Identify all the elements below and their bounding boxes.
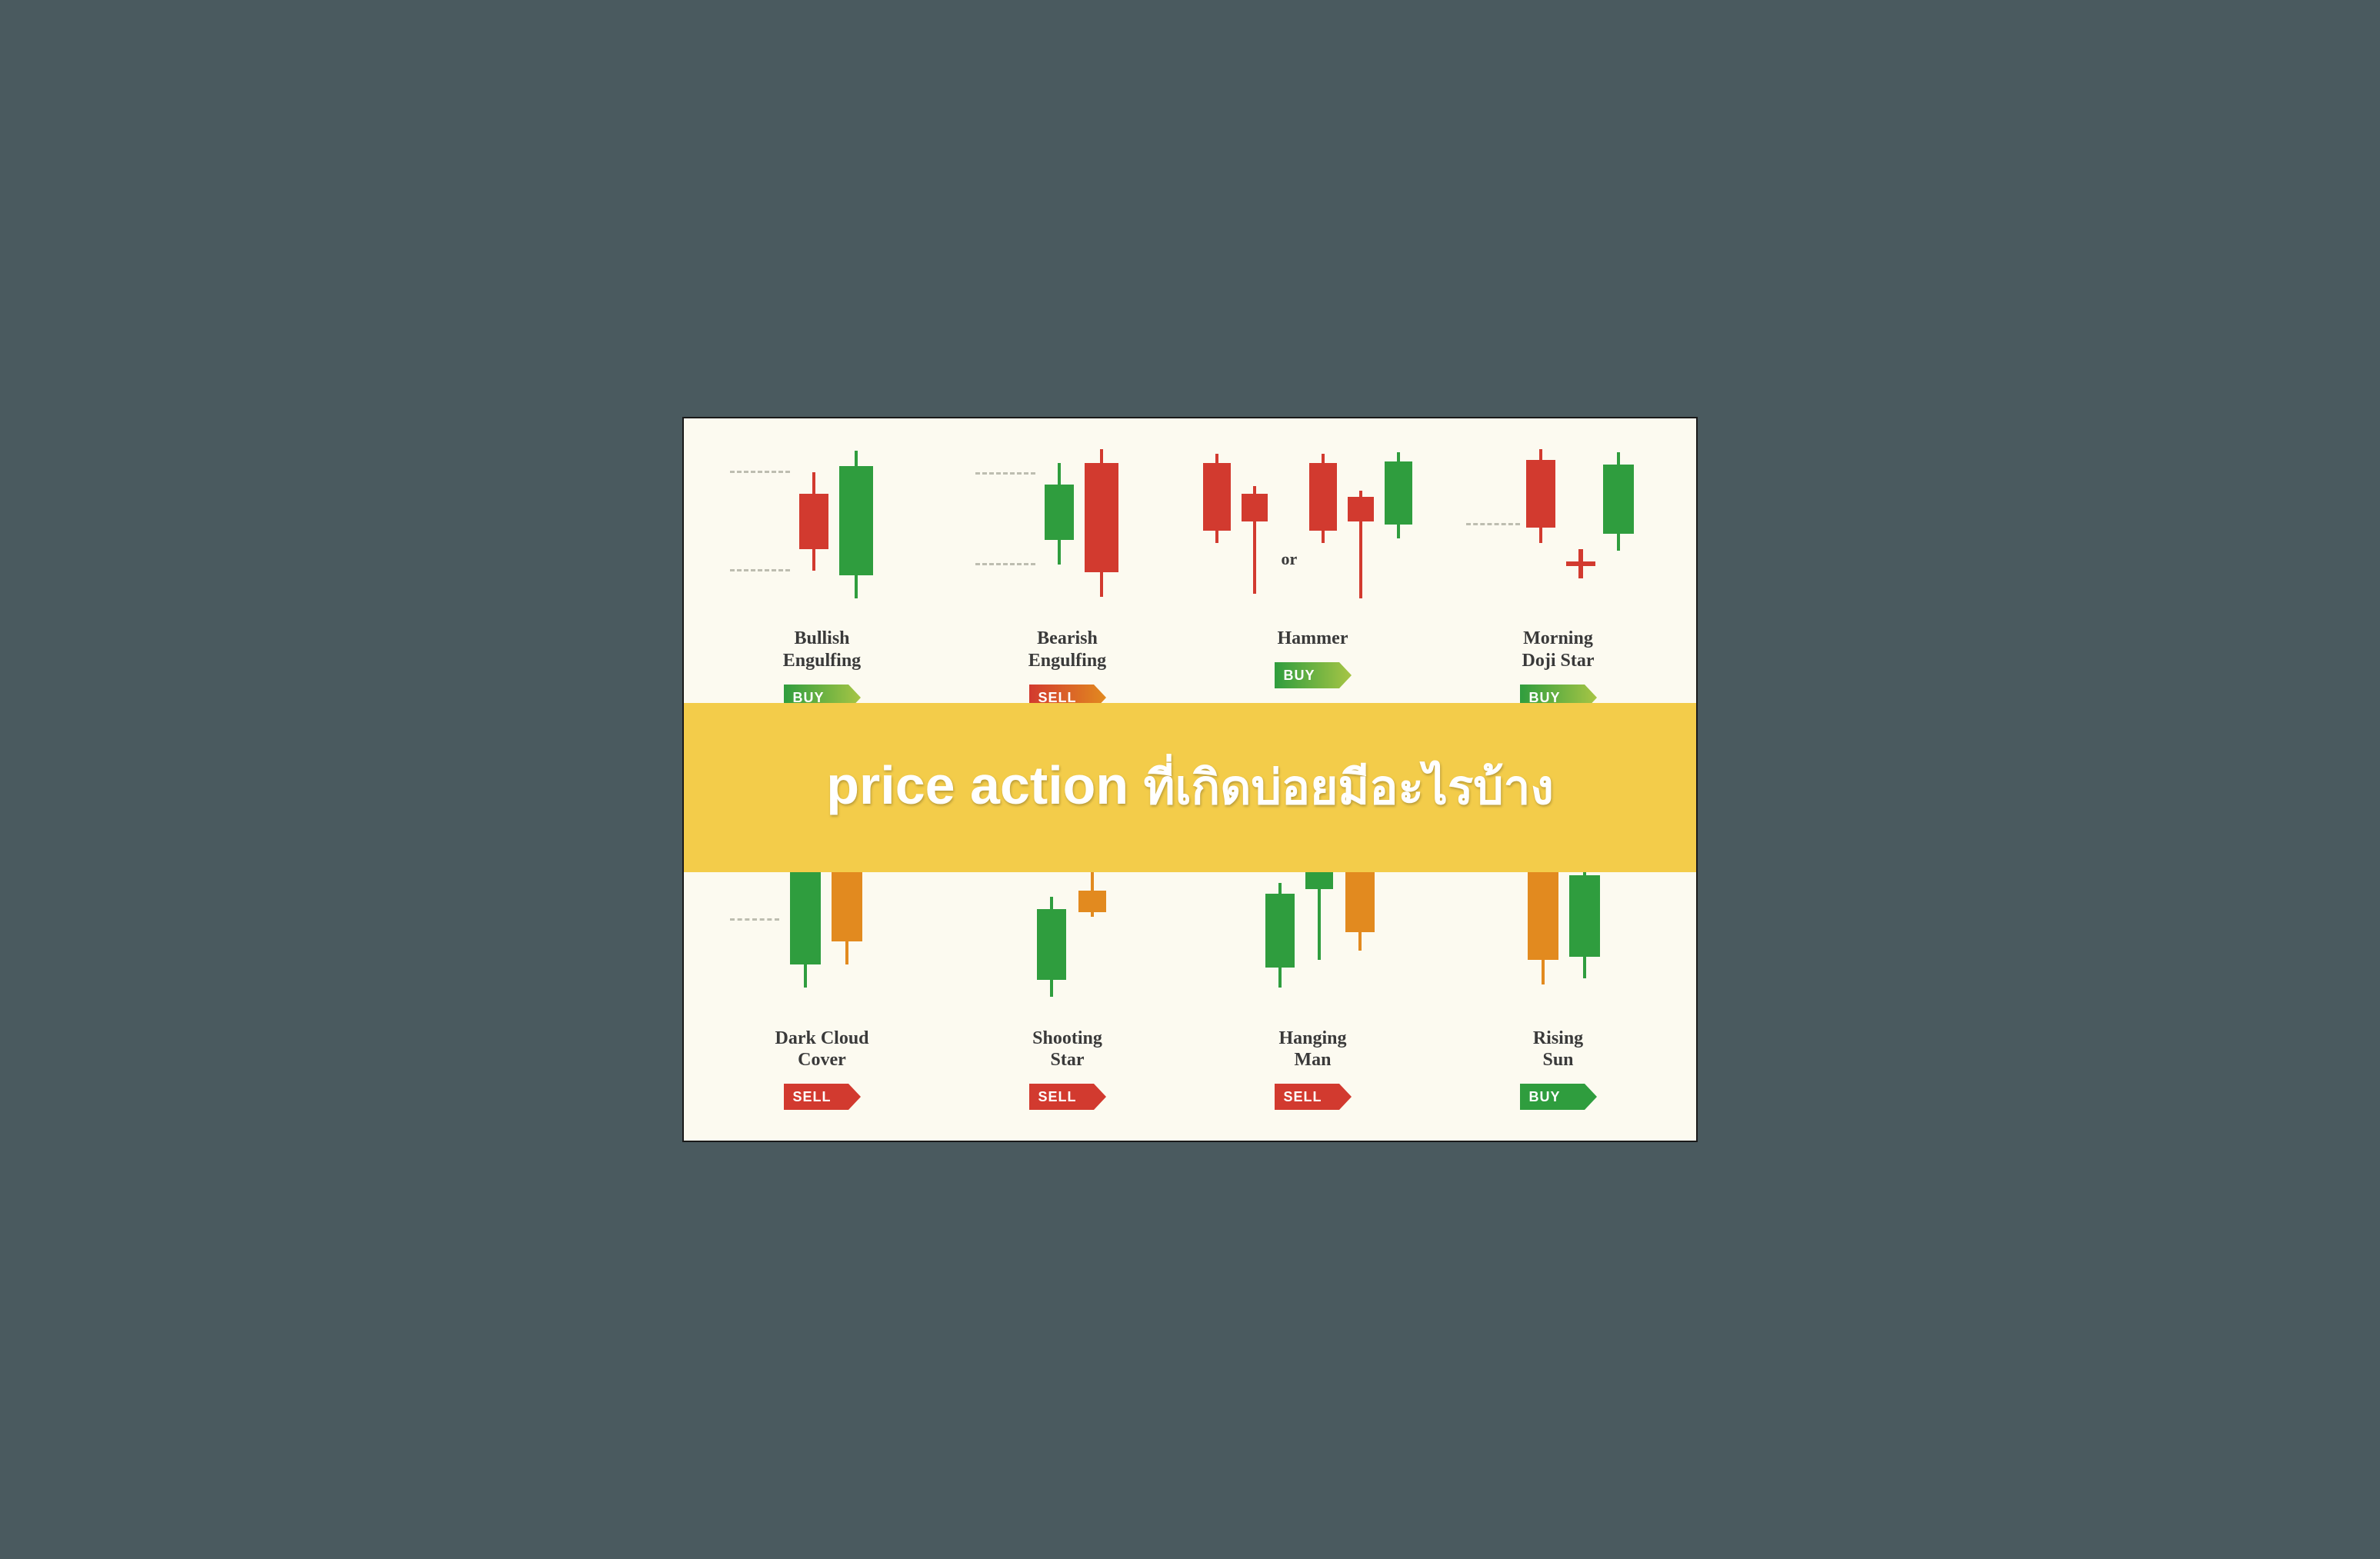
action-badge: SELL [1029,1084,1106,1110]
candle [1305,849,1333,1018]
candle-body [1569,875,1600,957]
pattern-name: Hammer [1278,628,1348,650]
reference-line [730,918,779,921]
candle-body [1603,465,1634,534]
pattern-name: Bearish Engulfing [1028,628,1106,672]
action-badge-text: SELL [1029,1084,1088,1110]
action-badge: SELL [1275,1084,1352,1110]
title-left: price action [826,755,1143,815]
candlestick-chart [1466,449,1651,618]
title-right: ที่เกิดบ่อยมีอะไรบ้าง [1144,761,1554,814]
title-overlay-band: price action ที่เกิดบ่อยมีอะไรบ้าง [684,703,1696,872]
candle [1528,849,1558,1018]
reference-line [975,563,1035,565]
candle-body [1345,864,1375,932]
candlestick-chart [975,849,1160,1018]
pattern-dark-cloud-cover: Dark Cloud Cover SELL [707,849,937,1111]
candle-body [1045,485,1074,540]
candle [1265,849,1295,1018]
candlestick-chart [730,449,915,618]
candle [1345,849,1375,1018]
reference-line [1466,523,1520,525]
action-badge-text: SELL [784,1084,842,1110]
candle [1526,449,1555,618]
title-overlay-text: price action ที่เกิดบ่อยมีอะไรบ้าง [826,750,1553,825]
reference-line [730,471,790,473]
action-badge-text: BUY [1520,1084,1572,1110]
pattern-bearish-engulfing: Bearish EngulfingSELL [952,449,1182,711]
candle [1569,849,1600,1018]
or-label: or [1282,549,1298,569]
pattern-rising-sun: Rising Sun BUY [1443,849,1673,1111]
candle [1385,449,1412,618]
action-badge-text: SELL [1275,1084,1333,1110]
pattern-shooting-star: Shooting Star SELL [952,849,1182,1111]
infographic-card: Bullish EngulfingBUYBearish EngulfingSEL… [682,417,1698,1142]
pattern-hanging-man: Hanging Man SELL [1198,849,1428,1111]
action-badge: BUY [1520,1084,1597,1110]
candle-body [799,494,828,549]
candlestick-chart [1466,849,1651,1018]
candle-body [1385,461,1412,525]
candlestick-chart [1221,849,1405,1018]
candle [1242,449,1268,618]
candle [1309,449,1337,618]
action-badge: BUY [1275,662,1352,688]
pattern-name: Shooting Star [1032,1028,1102,1072]
candle-body [790,872,821,964]
reference-line [975,472,1035,475]
doji-candle [1566,549,1595,578]
candle-body [1203,463,1231,531]
candle-body [1078,891,1106,912]
pattern-name: Rising Sun [1533,1028,1583,1072]
reference-line [730,569,790,571]
candle-body [1037,909,1066,980]
pattern-bullish-engulfing: Bullish EngulfingBUY [707,449,937,711]
candlestick-chart: or [1202,449,1425,618]
candle [1603,449,1634,618]
candle [1045,449,1074,618]
candle-body [1348,497,1374,521]
candle-body [1526,460,1555,528]
candle [1085,449,1118,618]
candle [1037,849,1066,1018]
candle [839,449,873,618]
candle [790,849,821,1018]
pattern-name: Morning Doji Star [1522,628,1595,672]
pattern-name: Bullish Engulfing [783,628,861,672]
action-badge: SELL [784,1084,861,1110]
pattern-morning-doji-star: Morning Doji StarBUY [1443,449,1673,711]
candle-body [1309,463,1337,531]
candlestick-chart [975,449,1160,618]
candle-body [1242,494,1268,521]
action-badge-text: BUY [1275,662,1326,688]
pattern-name: Dark Cloud Cover [775,1028,868,1072]
candlestick-chart [730,849,915,1018]
candle-body [1265,894,1295,968]
candle [1348,449,1374,618]
candle [1078,849,1106,1018]
candle [799,449,828,618]
candle [832,849,862,1018]
candle-body [1528,864,1558,960]
pattern-name: Hanging Man [1278,1028,1346,1072]
pattern-hammer: or Hammer BUY [1198,449,1428,711]
candle [1203,449,1231,618]
candle-body [1085,463,1118,572]
candle-body [839,466,873,575]
